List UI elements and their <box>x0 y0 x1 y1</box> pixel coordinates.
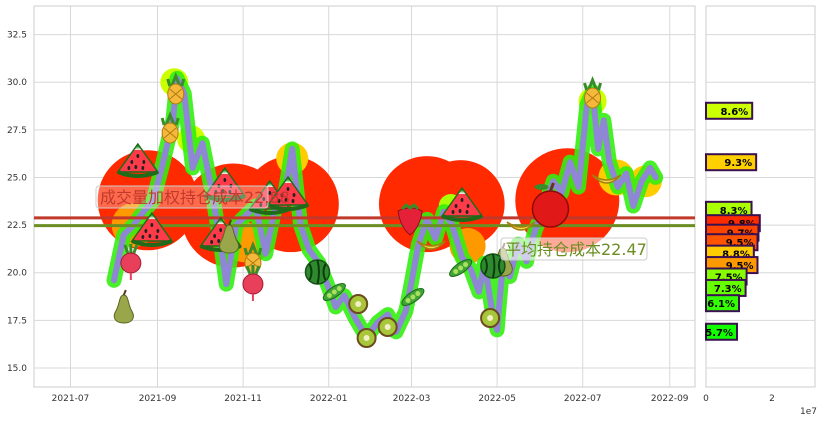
banana-icon <box>592 174 622 184</box>
y-tick-label: 22.5 <box>7 221 27 231</box>
y-tick-label: 20.0 <box>7 269 27 279</box>
kiwi-icon <box>348 294 369 314</box>
pineapple-icon <box>166 71 186 105</box>
banana-icon <box>506 221 536 231</box>
y-tick-label: 30.0 <box>7 78 27 88</box>
kiwi-icon <box>377 317 398 337</box>
volume-bar-label: 7.3% <box>714 284 742 295</box>
peapod-icon <box>449 258 473 278</box>
annotation-layer: 成交量加权持仓成本22.88 平均持仓成本22.47 <box>95 185 648 261</box>
peapod-icon <box>401 287 425 307</box>
x-tick-label: 2021-11 <box>224 394 262 404</box>
x-tick-label: 2022-09 <box>651 394 689 404</box>
bar-x-tick-label: 2 <box>769 394 775 404</box>
volume-bar-label: 8.6% <box>720 107 748 118</box>
bar-x-tick-label: 0 <box>703 394 709 404</box>
x-tick-label: 2022-07 <box>564 394 602 404</box>
pineapple-icon <box>160 110 180 144</box>
y-tick-label: 27.5 <box>7 126 27 136</box>
watermelon-icon <box>266 175 310 211</box>
volume-bar-label: 5.7% <box>705 328 733 339</box>
radish-icon <box>120 244 142 280</box>
watermelon-icon <box>203 166 247 202</box>
volume-bar-label: 9.5% <box>726 261 754 272</box>
x-tick-label: 2022-03 <box>393 394 431 404</box>
volume-bar <box>705 101 754 120</box>
vwap-annotation-label: 成交量加权持仓成本22.88 <box>100 188 290 207</box>
volume-bar-label: 7.5% <box>715 273 743 284</box>
vwap-annotation-box <box>95 185 269 209</box>
x-tick-label: 2022-01 <box>310 394 348 404</box>
strawberry-icon <box>397 203 423 236</box>
watermelon-icon <box>116 142 160 178</box>
pineapple-icon <box>583 75 602 109</box>
pear-icon <box>219 219 240 254</box>
watermelon-icon <box>440 186 484 222</box>
volume-bar-label: 9.3% <box>724 158 752 169</box>
fruit-decoration-layer <box>113 71 622 348</box>
volume-bar-label: 9.5% <box>726 238 754 249</box>
bar-layer: 8.6%9.3%8.3%9.8%9.7%9.5%8.8%9.5%7.5%7.3%… <box>705 101 761 341</box>
x-tick-label: 2022-05 <box>478 394 516 404</box>
y-tick-label: 25.0 <box>7 173 27 183</box>
volume-bar <box>705 294 740 313</box>
x-tick-label: 2021-09 <box>139 394 177 404</box>
kiwi-icon <box>480 308 501 328</box>
radish-icon <box>242 265 264 301</box>
avg-cost-annotation-label: 平均持仓成本22.47 <box>505 240 647 259</box>
y-tick-label: 17.5 <box>7 316 27 326</box>
x-tick-label: 2021-07 <box>52 394 90 404</box>
banana-icon <box>416 240 446 250</box>
y-tick-label: 32.5 <box>7 31 27 41</box>
kiwi-icon <box>356 328 377 348</box>
melon-icon <box>304 259 331 285</box>
volume-bar-label: 8.8% <box>722 250 750 261</box>
volume-bar <box>705 153 758 172</box>
pear-icon <box>113 289 134 324</box>
volume-bar-label: 8.3% <box>720 206 748 217</box>
volume-bar <box>705 322 739 341</box>
peapod-icon <box>322 282 346 302</box>
melon-icon <box>480 253 506 279</box>
bar-axis-multiplier: 1e7 <box>800 407 817 417</box>
apple-icon <box>531 182 570 228</box>
y-tick-label: 15.0 <box>7 364 27 374</box>
watermelon-icon <box>130 211 174 247</box>
tick-label-layer: 2021-07 2021-09 2021-11 2022-01 2022-03 2022-… <box>7 31 775 404</box>
avg-cost-annotation-box <box>500 237 648 261</box>
volume-bar-label: 6.1% <box>707 299 735 310</box>
